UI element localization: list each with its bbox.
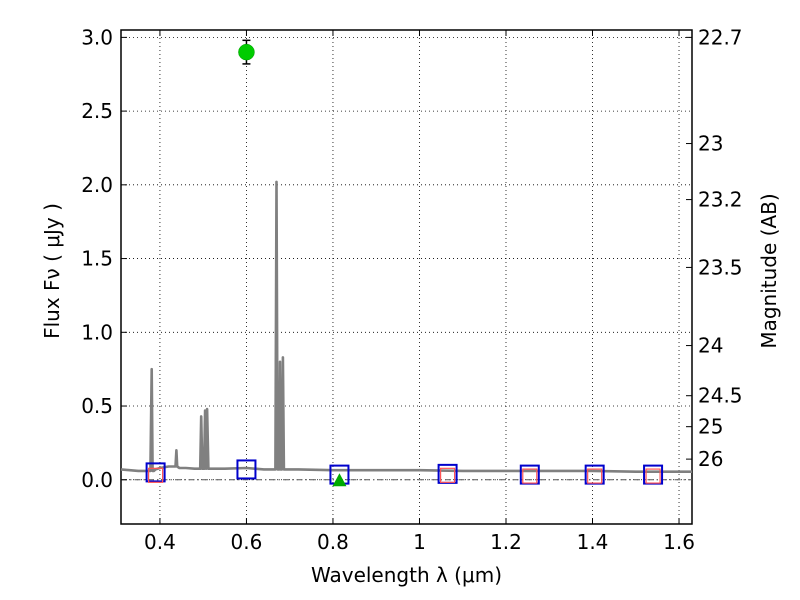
- y-axis-right: 22.7 23 23.2 23.5 24 24.5 25 26: [686, 25, 743, 471]
- data-markers: [145, 39, 664, 487]
- circle-marker: [238, 43, 255, 61]
- right-tick-label: 25: [698, 415, 723, 439]
- y-axis-right-label: Magnitude (AB): [757, 193, 781, 348]
- y-tick-label: 2.5: [81, 99, 113, 123]
- y-tick-label: 2.0: [81, 173, 113, 197]
- square-marker: [236, 459, 257, 480]
- right-tick-label: 24.5: [698, 384, 743, 408]
- square-marker: [645, 468, 661, 484]
- square-marker: [522, 468, 538, 484]
- y-tick-label: 1.5: [81, 247, 113, 271]
- right-tick-label: 22.7: [698, 25, 743, 49]
- y-axis-left: 0.0 0.5 1.0 1.5 2.0 2.5 3.0: [81, 25, 127, 492]
- x-tick-label: 1.2: [490, 530, 522, 554]
- square-marker: [145, 462, 166, 483]
- y-axis-left-label: Flux Fν ( μJy ): [40, 203, 64, 339]
- x-tick-label: 0.4: [144, 530, 176, 554]
- y-tick-label: 0.0: [81, 468, 113, 492]
- x-axis: 0.4 0.6 0.8 1 1.2 1.4 1.6: [144, 30, 695, 554]
- right-tick-label: 23.2: [698, 188, 743, 212]
- x-tick-label: 1.6: [663, 530, 695, 554]
- triangle-marker: [332, 473, 347, 487]
- plot-area: [120, 29, 693, 525]
- square-marker: [148, 467, 164, 483]
- right-tick-label: 23.5: [698, 255, 743, 279]
- x-tick-label: 1: [413, 530, 426, 554]
- x-tick-label: 0.6: [231, 530, 263, 554]
- square-marker: [587, 468, 603, 484]
- square-marker: [439, 467, 456, 483]
- y-tick-label: 0.5: [81, 394, 113, 418]
- right-tick-label: 23: [698, 132, 723, 156]
- x-axis-label: Wavelength λ (μm): [311, 563, 502, 587]
- y-tick-label: 3.0: [81, 25, 113, 49]
- x-tick-label: 0.8: [317, 530, 349, 554]
- right-tick-label: 26: [698, 447, 723, 471]
- x-tick-label: 1.4: [577, 530, 609, 554]
- right-tick-label: 24: [698, 334, 723, 358]
- y-tick-label: 1.0: [81, 320, 113, 344]
